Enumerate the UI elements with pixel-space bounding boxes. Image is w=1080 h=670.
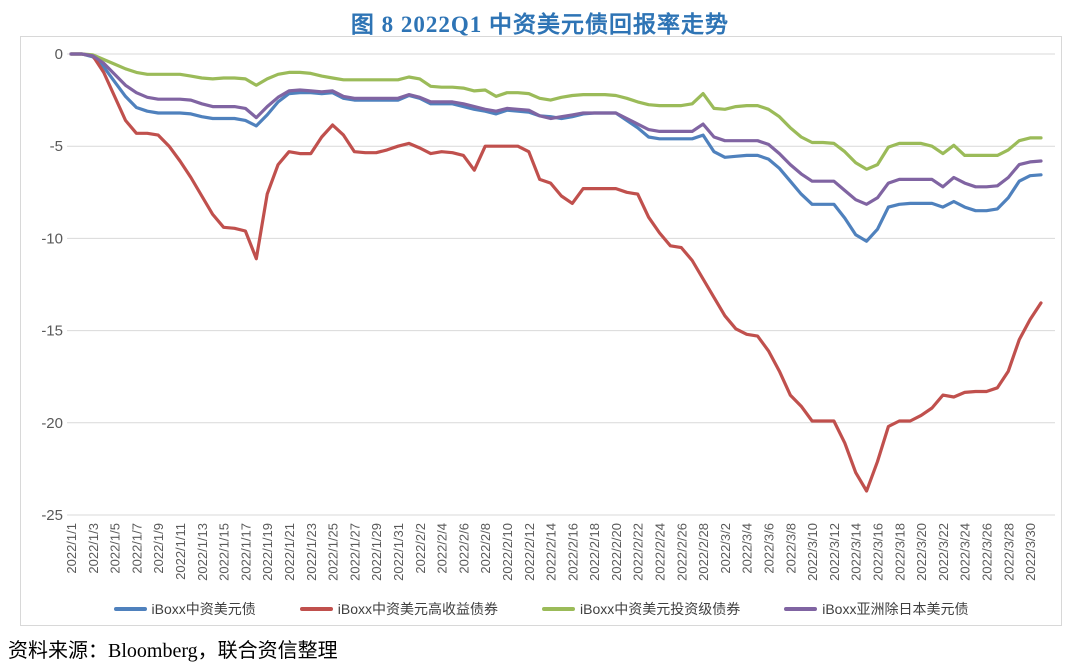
x-tick-label: 2022/1/25 xyxy=(326,523,341,581)
series-line-1 xyxy=(69,52,1043,493)
x-tick-label: 2022/3/2 xyxy=(718,523,733,574)
x-tick-label: 2022/3/12 xyxy=(827,523,842,581)
legend-swatch-icon xyxy=(542,607,575,611)
source-note: 资料来源：Bloomberg，联合资信整理 xyxy=(8,640,338,662)
y-tick-label: -5 xyxy=(50,138,63,155)
legend-label: iBoxx亚洲除日本美元债 xyxy=(822,601,969,617)
x-tick-label: 2022/3/14 xyxy=(849,523,864,581)
legend-label: iBoxx中资美元债 xyxy=(151,601,256,617)
chart-legend: iBoxx中资美元债 iBoxx中资美元高收益债券 iBoxx中资美元投资级债券 iB… xyxy=(21,599,1061,619)
x-tick-label: 2022/1/27 xyxy=(347,523,362,581)
x-tick-label: 2022/3/8 xyxy=(783,523,798,574)
x-tick-label: 2022/3/10 xyxy=(805,523,820,581)
x-tick-label: 2022/2/12 xyxy=(522,523,537,581)
y-tick-label: -25 xyxy=(41,507,63,524)
x-tick-label: 2022/2/4 xyxy=(435,523,450,574)
x-tick-label: 2022/3/6 xyxy=(762,523,777,574)
x-tick-label: 2022/1/5 xyxy=(108,523,123,574)
y-tick-label: 0 xyxy=(55,46,63,63)
x-tick-label: 2022/1/29 xyxy=(369,523,384,581)
x-tick-label: 2022/2/20 xyxy=(609,523,624,581)
y-tick-label: -20 xyxy=(41,415,63,432)
x-tick-label: 2022/3/16 xyxy=(871,523,886,581)
x-tick-label: 2022/1/13 xyxy=(195,523,210,581)
x-tick-label: 2022/2/22 xyxy=(631,523,646,581)
x-tick-label: 2022/1/23 xyxy=(304,523,319,581)
x-tick-label: 2022/1/19 xyxy=(260,523,275,581)
legend-item-2: iBoxx中资美元投资级债券 xyxy=(542,599,740,619)
legend-swatch-icon xyxy=(113,607,147,611)
x-tick-label: 2022/3/4 xyxy=(740,523,755,574)
x-tick-label: 2022/2/6 xyxy=(456,523,471,574)
x-tick-label: 2022/1/1 xyxy=(64,523,79,574)
series-line-3 xyxy=(69,52,1043,206)
x-tick-label: 2022/2/8 xyxy=(478,523,493,574)
series-line-2 xyxy=(69,52,1043,171)
x-tick-label: 2022/2/16 xyxy=(565,523,580,581)
x-tick-label: 2022/2/2 xyxy=(413,523,428,574)
legend-item-0: iBoxx中资美元债 xyxy=(113,599,256,619)
x-tick-label: 2022/1/21 xyxy=(282,523,297,581)
legend-label: iBoxx中资美元投资级债券 xyxy=(580,601,741,617)
x-tick-label: 2022/2/10 xyxy=(500,523,515,581)
x-tick-label: 2022/1/31 xyxy=(391,523,406,581)
legend-swatch-icon xyxy=(784,607,818,611)
y-tick-label: -15 xyxy=(41,323,63,340)
x-tick-label: 2022/1/3 xyxy=(86,523,101,574)
chart-plot-area: 0 -5 -10 -15 -20 -25 2022/1/1 2022/1/3 2022/1/5 2… xyxy=(20,36,1062,626)
x-tick-label: 2022/2/26 xyxy=(674,523,689,581)
x-tick-label: 2022/3/22 xyxy=(936,523,951,581)
x-tick-label: 2022/3/28 xyxy=(1001,523,1016,581)
x-tick-label: 2022/1/9 xyxy=(151,523,166,574)
x-tick-label: 2022/3/24 xyxy=(958,523,973,581)
x-tick-label: 2022/2/18 xyxy=(587,523,602,581)
x-tick-label: 2022/1/15 xyxy=(217,523,232,581)
x-tick-label: 2022/1/17 xyxy=(238,523,253,581)
x-tick-label: 2022/3/30 xyxy=(1023,523,1038,581)
legend-swatch-icon xyxy=(299,607,333,611)
y-tick-label: -10 xyxy=(41,230,63,247)
x-tick-label: 2022/1/11 xyxy=(173,523,188,580)
series-line-0 xyxy=(69,52,1043,243)
x-tick-label: 2022/1/7 xyxy=(129,523,144,574)
x-tick-label: 2022/3/26 xyxy=(980,523,995,581)
legend-item-1: iBoxx中资美元高收益债券 xyxy=(299,599,498,619)
legend-item-3: iBoxx亚洲除日本美元债 xyxy=(784,599,968,619)
x-tick-label: 2022/2/14 xyxy=(544,523,559,581)
x-tick-label: 2022/3/18 xyxy=(892,523,907,581)
x-tick-label: 2022/2/28 xyxy=(696,523,711,581)
chart-title: 图 8 2022Q1 中资美元债回报率走势 xyxy=(350,12,730,37)
x-tick-label: 2022/2/24 xyxy=(653,523,668,581)
legend-label: iBoxx中资美元高收益债券 xyxy=(337,601,498,617)
x-tick-label: 2022/3/20 xyxy=(914,523,929,581)
